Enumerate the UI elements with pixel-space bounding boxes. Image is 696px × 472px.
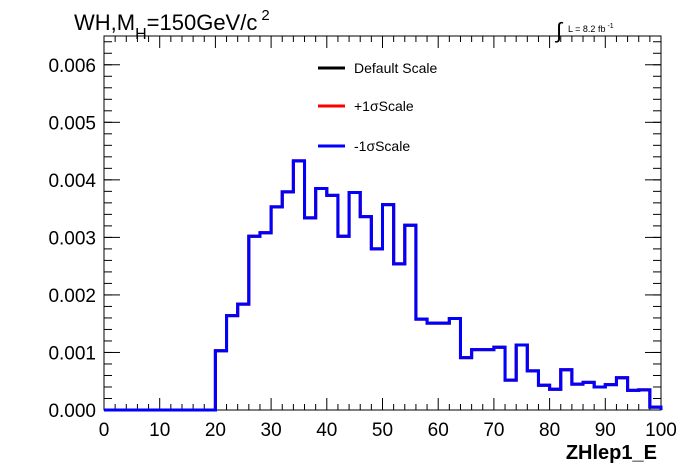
title-rest: =150GeV/c xyxy=(147,10,258,35)
y-tick-label: 0.001 xyxy=(48,343,96,364)
x-tick-label: 30 xyxy=(261,420,282,441)
series-line-2 xyxy=(104,159,663,412)
y-tick-label: 0.000 xyxy=(48,401,96,422)
y-tick-label: 0.002 xyxy=(48,286,96,307)
x-tick-label: 40 xyxy=(316,420,337,441)
x-tick-label: 60 xyxy=(428,420,449,441)
x-tick-label: 10 xyxy=(149,420,170,441)
x-tick-label: 50 xyxy=(372,420,393,441)
legend: Default Scale +1σScale -1σScale xyxy=(318,60,437,154)
y-tick-label: 0.006 xyxy=(48,56,96,77)
histogram-series xyxy=(104,159,663,412)
series-line-1 xyxy=(104,159,663,412)
legend-label: Default Scale xyxy=(354,60,437,76)
legend-label: +1σScale xyxy=(354,98,414,114)
y-tick-label: 0.005 xyxy=(48,113,96,134)
y-tick-label: 0.003 xyxy=(48,228,96,249)
chart-title: WH,MH=150GeV/c 2 xyxy=(74,7,270,43)
x-tick-label: 80 xyxy=(539,420,560,441)
x-tick-label: 100 xyxy=(645,420,677,441)
x-tick-label: 0 xyxy=(99,420,110,441)
x-tick-label: 70 xyxy=(483,420,504,441)
title-subscript: H xyxy=(135,26,147,43)
x-axis-ticks: 0 10 20 30 40 50 60 70 80 90 100 xyxy=(99,36,677,441)
title-main: WH,M xyxy=(74,10,135,35)
x-axis-label: ZHlep1_E xyxy=(566,442,657,464)
x-tick-label: 90 xyxy=(595,420,616,441)
lumi-integral-sign: ∫ xyxy=(554,18,564,43)
y-axis-ticks: 0.000 0.001 0.002 0.003 0.004 0.005 0.006 xyxy=(48,41,661,422)
series-line-0 xyxy=(104,159,663,412)
legend-label: -1σScale xyxy=(354,138,410,154)
title-superscript: 2 xyxy=(261,7,269,24)
x-tick-label: 20 xyxy=(205,420,226,441)
y-tick-label: 0.004 xyxy=(48,171,96,192)
lumi-label: L = 8.2 fb -1 xyxy=(568,23,614,34)
